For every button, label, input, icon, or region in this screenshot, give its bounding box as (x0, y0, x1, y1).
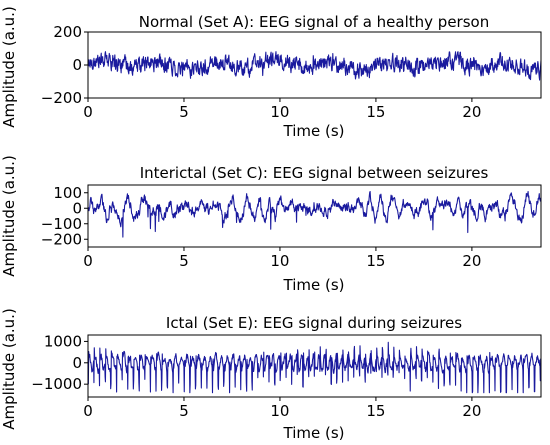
y-tick-label: 0 (72, 56, 82, 74)
y-axis-label: Amplitude (a.u.) (0, 308, 18, 430)
panel-normal: Normal (Set A): EEG signal of a healthy … (0, 6, 542, 140)
y-axis-label: Amplitude (a.u.) (0, 155, 18, 277)
x-tick-label: 10 (270, 103, 289, 121)
x-tick-label: 10 (270, 252, 289, 270)
x-tick-label: 5 (179, 252, 189, 270)
signal-line (88, 51, 541, 81)
y-tick-label: −200 (41, 230, 82, 248)
x-axis-label: Time (s) (283, 122, 345, 140)
x-tick-label: 15 (366, 402, 385, 420)
x-tick-label: 10 (270, 402, 289, 420)
panel-ictal: Ictal (Set E): EEG signal during seizure… (0, 308, 542, 442)
x-tick-label: 15 (366, 252, 385, 270)
y-tick-label: −100 (41, 215, 82, 233)
axes-frame (87, 184, 542, 248)
x-tick-label: 0 (83, 103, 93, 121)
signal-line (88, 341, 541, 394)
y-tick-label: −200 (41, 89, 82, 107)
x-tick-label: 20 (462, 402, 481, 420)
y-tick-label: −1000 (31, 375, 82, 393)
y-tick-label: 200 (53, 23, 82, 41)
x-tick-label: 0 (83, 402, 93, 420)
panel-title: Normal (Set A): EEG signal of a healthy … (139, 13, 489, 31)
y-tick-label: 0 (72, 199, 82, 217)
x-tick-label: 5 (179, 103, 189, 121)
x-tick-label: 5 (179, 402, 189, 420)
y-tick-label: 1000 (44, 332, 82, 350)
y-tick-label: 100 (53, 184, 82, 202)
y-axis-label: Amplitude (a.u.) (0, 6, 18, 128)
x-tick-label: 20 (462, 103, 481, 121)
x-tick-label: 20 (462, 252, 481, 270)
y-tick-label: 0 (72, 354, 82, 372)
x-axis-label: Time (s) (283, 276, 345, 294)
panel-title: Interictal (Set C): EEG signal between s… (140, 164, 489, 182)
panel-interictal: Interictal (Set C): EEG signal between s… (0, 155, 542, 294)
x-tick-label: 0 (83, 252, 93, 270)
x-axis-label: Time (s) (283, 424, 345, 442)
axes-frame (87, 334, 542, 398)
panel-title: Ictal (Set E): EEG signal during seizure… (166, 314, 462, 332)
signal-line (88, 190, 541, 238)
x-tick-label: 15 (366, 103, 385, 121)
